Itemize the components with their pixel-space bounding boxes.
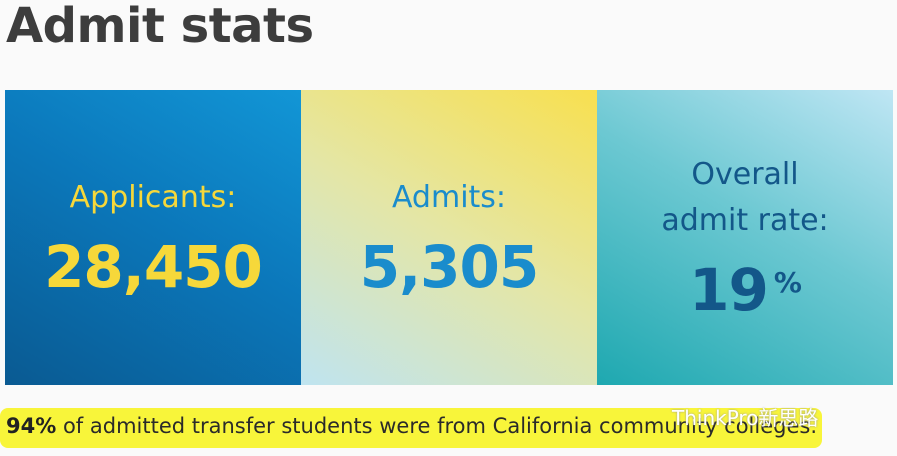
- stat-value: 28,450: [44, 232, 263, 301]
- stat-value: 5,305: [359, 232, 539, 301]
- watermark: ThinkPro新思路: [672, 406, 819, 430]
- footnote-text: of admitted transfer students were from …: [62, 414, 818, 438]
- stat-label: Applicants:: [69, 179, 237, 215]
- stat-unit: %: [773, 265, 802, 299]
- footnote: 94% of admitted transfer students were f…: [6, 414, 817, 438]
- title: Admit stats: [6, 0, 314, 54]
- stat-value-wrap: 19%: [689, 255, 802, 324]
- footnote-figure: 94%: [6, 414, 57, 438]
- stat-panel: Admits: 5,305: [301, 90, 597, 385]
- stat-label: Admits:: [391, 179, 507, 215]
- highlight: [0, 408, 822, 448]
- stat-panels: Applicants: 28,450 Admits: 5,305 Overall…: [5, 90, 893, 385]
- stat-panel: Applicants: 28,450: [5, 90, 301, 385]
- stat-value: 19: [689, 255, 769, 324]
- stat-panel: Overall admit rate: 19%: [597, 90, 893, 385]
- stat-label: Overall admit rate:: [661, 156, 829, 238]
